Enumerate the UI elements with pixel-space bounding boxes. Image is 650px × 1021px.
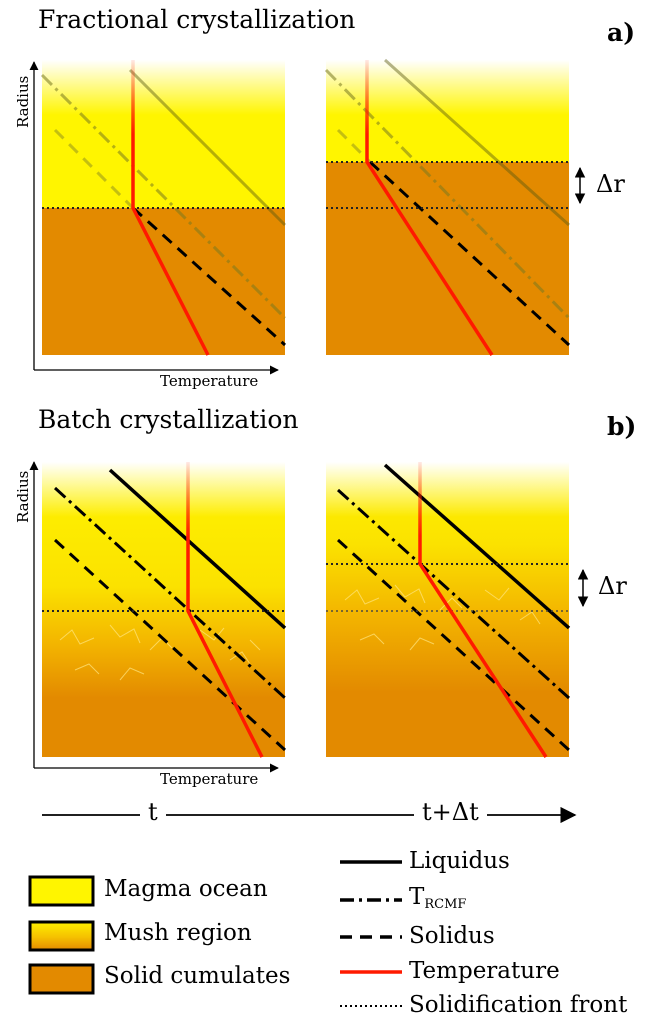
solidus-line — [53, 538, 287, 752]
legend-label-temperature: Temperature — [409, 958, 560, 984]
trcmf-symbol: T — [409, 884, 425, 910]
legend-label-trcmf: TRCMF — [409, 884, 466, 912]
temperature-line — [365, 60, 494, 356]
panel-a-label: a) — [607, 18, 636, 47]
panel-a-title: Fractional crystallization — [38, 5, 356, 34]
solidus-line — [131, 206, 287, 347]
delta-r-label: Δr — [598, 572, 627, 600]
legend-swatch-mush-region — [28, 920, 95, 952]
delta-r-label: Δr — [596, 170, 625, 198]
solidus-line — [368, 160, 571, 347]
x-axis-label: Temperature — [160, 372, 259, 390]
trcmf-line — [40, 73, 287, 320]
trcmf-subscript: RCMF — [424, 897, 467, 912]
temperature-line — [418, 462, 548, 758]
x-axis-label: Temperature — [160, 770, 259, 788]
legend-label-magma-ocean: Magma ocean — [104, 876, 268, 902]
legend-label-front: Solidification front — [409, 992, 628, 1018]
trcmf-line — [336, 488, 571, 700]
panel-b-right-plot — [326, 462, 589, 758]
y-axis-label: Radius — [14, 470, 32, 523]
solid-cumulates-region — [42, 208, 285, 355]
panel-b-left-plot — [29, 461, 287, 773]
solidus-line — [336, 538, 571, 752]
time-end-label: t+Δt — [414, 798, 487, 826]
liquidus-line — [383, 58, 571, 227]
temperature-line — [186, 462, 264, 758]
liquidus-line — [383, 463, 571, 630]
liquidus-line — [108, 468, 287, 630]
legend-swatch-magma-ocean — [28, 875, 95, 907]
legend-label-liquidus: Liquidus — [409, 848, 510, 874]
legend-swatch-solid-cumulates — [28, 963, 95, 995]
solidus-line — [53, 128, 135, 210]
temperature-line — [131, 60, 210, 356]
trcmf-line — [53, 486, 287, 700]
legend — [28, 860, 402, 1007]
legend-label-mush-region: Mush region — [104, 920, 252, 946]
liquidus-line — [128, 68, 287, 227]
panel-b-title: Batch crystallization — [38, 405, 299, 434]
legend-label-solidus: Solidus — [409, 923, 495, 949]
solidus-line — [336, 128, 372, 164]
y-axis-label: Radius — [14, 75, 32, 128]
panel-a-right-plot — [324, 58, 586, 356]
panel-b-label: b) — [607, 412, 637, 441]
legend-label-solid-cumulates: Solid cumulates — [104, 963, 291, 989]
panel-a-left-plot — [29, 60, 287, 375]
time-start-label: t — [140, 798, 166, 826]
